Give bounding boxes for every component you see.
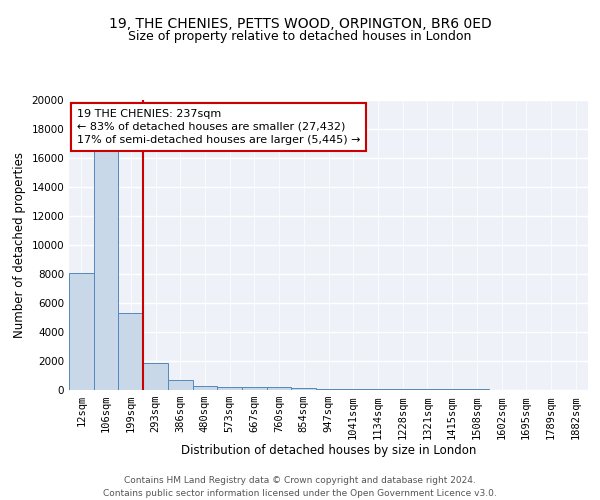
Bar xyxy=(292,388,316,390)
Y-axis label: Number of detached properties: Number of detached properties xyxy=(13,152,26,338)
Bar xyxy=(143,363,168,390)
Bar xyxy=(168,380,193,390)
Bar xyxy=(316,388,341,390)
Bar xyxy=(217,386,242,390)
Text: 19, THE CHENIES, PETTS WOOD, ORPINGTON, BR6 0ED: 19, THE CHENIES, PETTS WOOD, ORPINGTON, … xyxy=(109,18,491,32)
Text: 19 THE CHENIES: 237sqm
← 83% of detached houses are smaller (27,432)
17% of semi: 19 THE CHENIES: 237sqm ← 83% of detached… xyxy=(77,108,360,145)
Bar xyxy=(341,389,365,390)
Text: Contains HM Land Registry data © Crown copyright and database right 2024.
Contai: Contains HM Land Registry data © Crown c… xyxy=(103,476,497,498)
Bar xyxy=(242,387,267,390)
Bar xyxy=(94,151,118,390)
Bar xyxy=(365,389,390,390)
X-axis label: Distribution of detached houses by size in London: Distribution of detached houses by size … xyxy=(181,444,476,457)
Bar xyxy=(267,388,292,390)
Bar xyxy=(390,389,415,390)
Bar xyxy=(118,313,143,390)
Text: Size of property relative to detached houses in London: Size of property relative to detached ho… xyxy=(128,30,472,43)
Bar xyxy=(69,272,94,390)
Bar xyxy=(193,386,217,390)
